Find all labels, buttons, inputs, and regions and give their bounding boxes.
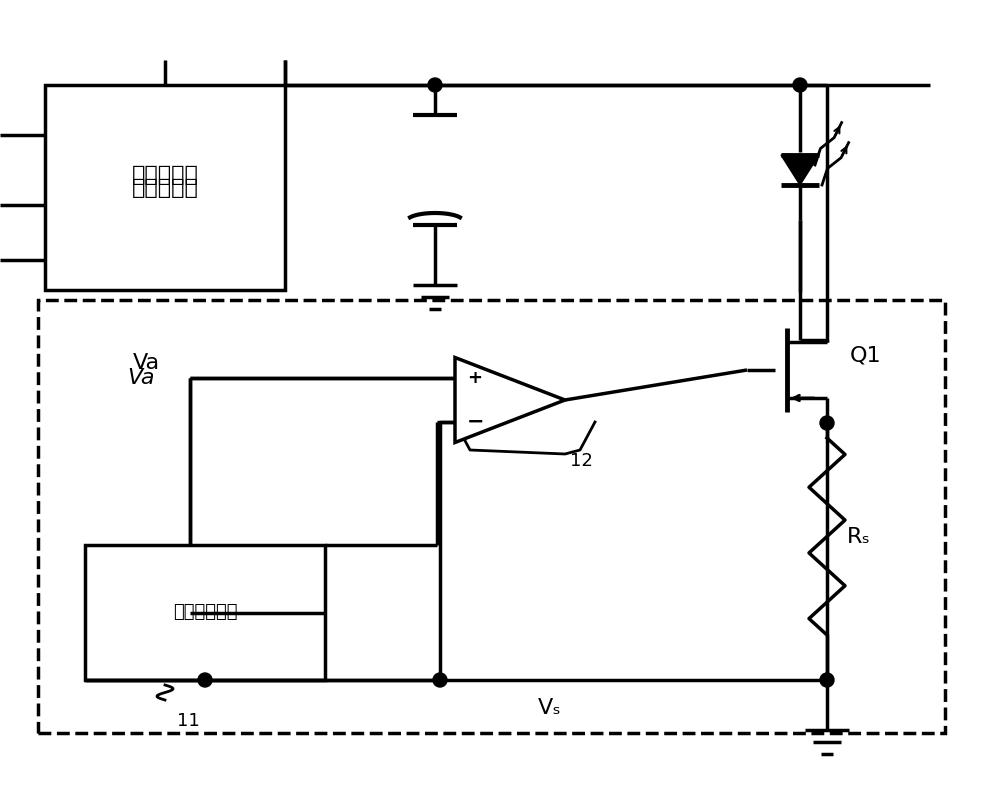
Text: 直流变换器: 直流变换器 — [132, 165, 198, 185]
Text: Va: Va — [133, 353, 160, 373]
Text: Vₛ: Vₛ — [538, 698, 562, 718]
Circle shape — [820, 416, 834, 430]
Polygon shape — [781, 155, 819, 185]
Circle shape — [433, 673, 447, 687]
Circle shape — [820, 673, 834, 687]
Circle shape — [428, 78, 442, 92]
Bar — [38, 300, 945, 733]
Text: Rₛ: Rₛ — [847, 526, 871, 547]
Polygon shape — [455, 357, 565, 443]
Circle shape — [793, 78, 807, 92]
Text: +: + — [467, 369, 482, 387]
Text: 直流变换器: 直流变换器 — [132, 177, 198, 197]
Text: Q1: Q1 — [850, 345, 882, 365]
Text: 11: 11 — [177, 712, 200, 730]
Text: Va: Va — [128, 368, 155, 388]
Bar — [85, 545, 325, 680]
Text: 12: 12 — [570, 452, 593, 470]
Text: −: − — [467, 412, 485, 432]
Text: 电压平均电路: 电压平均电路 — [173, 604, 237, 621]
Circle shape — [198, 673, 212, 687]
Bar — [45, 85, 285, 290]
